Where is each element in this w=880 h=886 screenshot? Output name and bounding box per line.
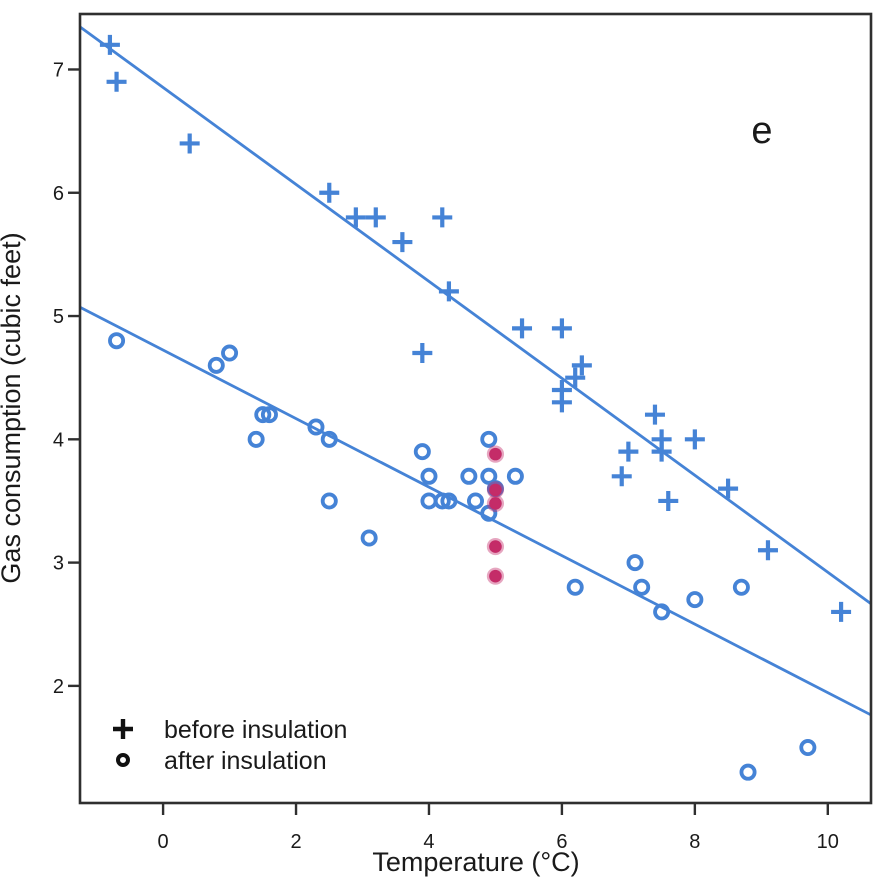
x-tick-label: 6 <box>556 831 567 853</box>
x-tick-label: 10 <box>817 831 839 853</box>
after-insulation-point <box>254 406 272 424</box>
after-insulation-point <box>360 529 378 547</box>
after-insulation-points-group <box>108 332 817 781</box>
after-insulation-point <box>207 356 225 374</box>
before-insulation-point <box>392 232 413 253</box>
after-insulation-point <box>420 467 438 485</box>
fit-lines-group <box>79 25 872 717</box>
x-tick-label: 0 <box>158 831 169 853</box>
after-insulation-point <box>433 492 451 510</box>
y-tick-label: 5 <box>53 306 64 328</box>
highlighted-point <box>486 445 505 463</box>
before-insulation-point <box>757 540 778 561</box>
after-insulation-point <box>460 467 478 485</box>
legend: before insulation after insulation <box>113 716 347 775</box>
before-insulation-point <box>611 466 632 487</box>
y-axis-label: Gas consumption (cubic feet) <box>0 232 26 583</box>
before-insulation-point <box>551 318 572 339</box>
y-tick-label: 3 <box>53 553 64 575</box>
axis-ticks-group <box>68 68 829 815</box>
after-insulation-point <box>108 332 126 350</box>
after-fit-line <box>79 305 872 717</box>
after-insulation-point <box>440 492 458 510</box>
before-insulation-point <box>99 34 120 55</box>
y-tick-label: 6 <box>53 183 64 205</box>
after-insulation-point <box>247 430 265 448</box>
before-insulation-point <box>658 490 679 511</box>
after-insulation-point <box>260 406 278 424</box>
before-insulation-point <box>551 380 572 401</box>
legend-plus-icon <box>113 719 133 739</box>
y-tick-label: 7 <box>53 59 64 81</box>
before-insulation-point <box>831 601 852 622</box>
x-axis-label: Temperature (°C) <box>372 847 579 877</box>
after-insulation-point <box>420 492 438 510</box>
highlighted-point <box>486 567 505 585</box>
after-insulation-point <box>320 492 338 510</box>
after-insulation-point <box>566 578 584 596</box>
legend-label-after: after insulation <box>164 747 327 775</box>
after-insulation-point <box>686 591 704 609</box>
before-insulation-point <box>365 207 386 228</box>
after-insulation-point <box>480 504 498 522</box>
after-insulation-point <box>480 430 498 448</box>
highlighted-points-group <box>486 445 505 585</box>
after-insulation-point <box>626 554 644 572</box>
panel-label: e <box>751 110 772 152</box>
before-insulation-point <box>106 71 127 92</box>
highlighted-point <box>486 481 505 499</box>
before-fit-line <box>79 25 872 605</box>
before-insulation-point <box>644 404 665 425</box>
before-insulation-point <box>179 133 200 154</box>
before-insulation-point <box>345 207 366 228</box>
before-insulation-point <box>571 355 592 376</box>
before-insulation-point <box>565 367 586 388</box>
before-insulation-point <box>718 478 739 499</box>
after-insulation-point <box>221 344 239 362</box>
x-tick-label: 8 <box>689 831 700 853</box>
highlighted-point <box>486 537 505 556</box>
after-insulation-point <box>653 603 671 621</box>
after-insulation-point <box>413 443 431 461</box>
y-tick-label: 2 <box>53 676 64 698</box>
before-insulation-points-group <box>99 34 852 622</box>
after-insulation-point <box>799 739 817 757</box>
x-tick-label: 4 <box>423 831 434 853</box>
legend-open-circle-icon <box>116 753 130 767</box>
before-insulation-point <box>651 441 672 462</box>
before-insulation-point <box>412 343 433 364</box>
after-insulation-point <box>307 418 325 436</box>
highlighted-point <box>486 494 505 513</box>
after-insulation-point <box>732 578 750 596</box>
before-insulation-point <box>618 441 639 462</box>
after-insulation-point <box>320 430 338 448</box>
before-insulation-point <box>319 182 340 203</box>
axis-tick-labels-group: 0 2 4 6 8 10 2 3 4 5 6 7 <box>53 59 839 853</box>
after-insulation-point <box>480 467 498 485</box>
before-insulation-point <box>684 429 705 450</box>
before-insulation-point <box>512 318 533 339</box>
x-tick-label: 2 <box>290 831 301 853</box>
after-insulation-point <box>466 492 484 510</box>
legend-label-before: before insulation <box>164 716 347 744</box>
after-insulation-point <box>633 578 651 596</box>
plot-border <box>78 12 873 805</box>
y-tick-label: 4 <box>53 429 64 451</box>
before-insulation-point <box>432 207 453 228</box>
after-insulation-point <box>739 763 757 781</box>
after-insulation-point <box>506 467 524 485</box>
before-insulation-point <box>438 281 459 302</box>
